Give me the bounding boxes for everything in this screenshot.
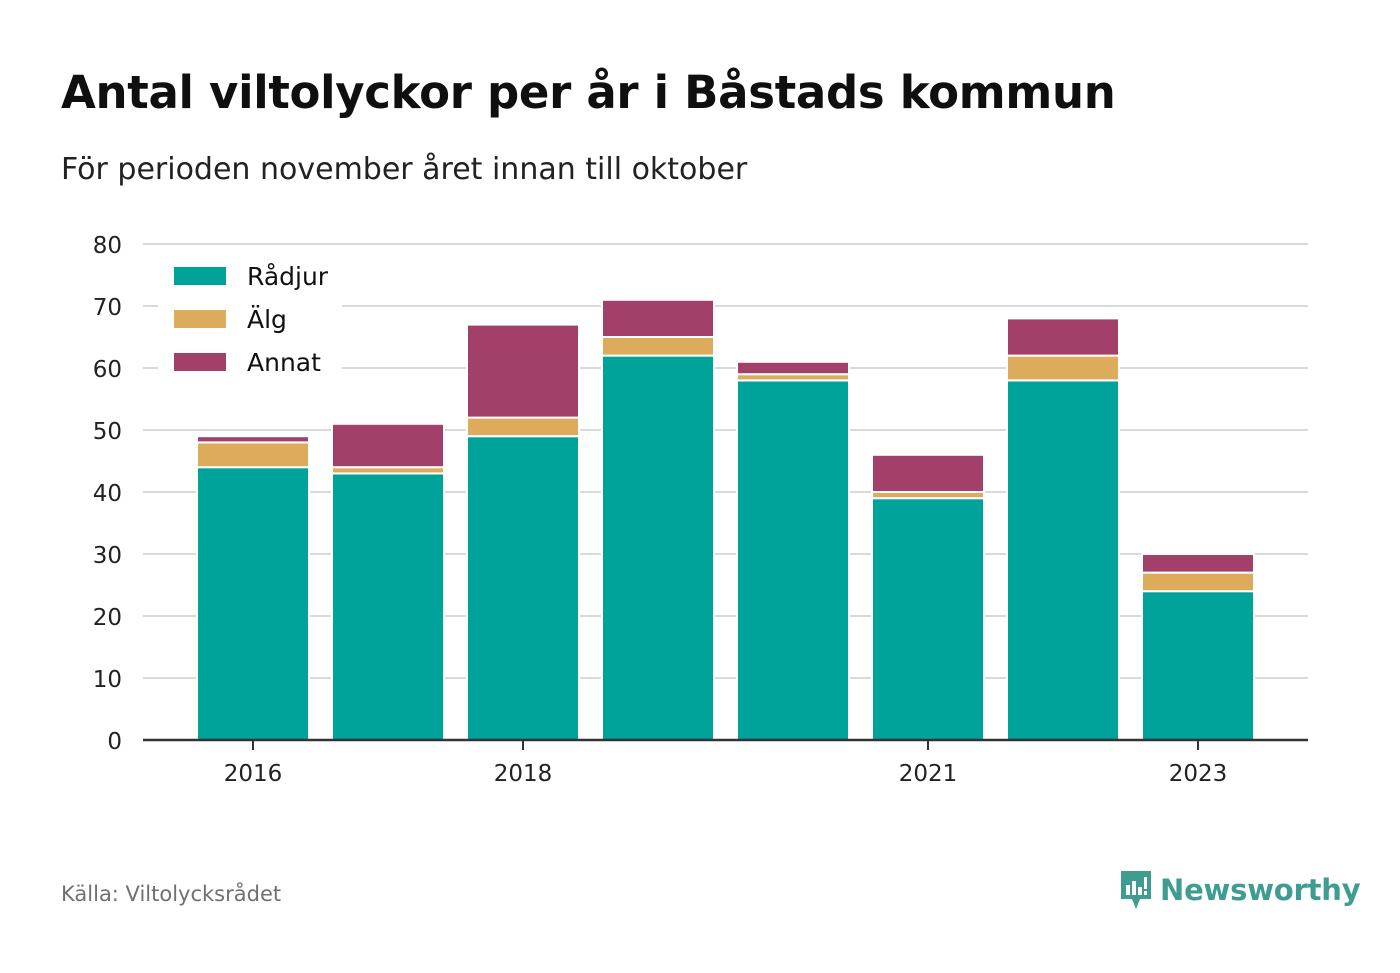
bar-segment-annat	[1006, 317, 1120, 357]
bar-segment-annat	[601, 298, 715, 338]
bar-segment-älg	[1006, 354, 1120, 382]
x-tick-label: 2018	[494, 761, 553, 787]
x-tick-label: 2023	[1169, 761, 1228, 787]
y-tick-label: 70	[93, 295, 122, 321]
legend-swatch-rådjur	[174, 267, 226, 285]
y-tick-label: 50	[93, 419, 122, 445]
source-note: Källa: Viltolycksrådet	[61, 882, 282, 906]
bar-segment-rådjur	[871, 497, 985, 742]
bar-segment-annat	[466, 323, 580, 419]
chart-title: Antal viltolyckor per år i Båstads kommu…	[61, 66, 1116, 119]
x-tick-label: 2021	[899, 761, 958, 787]
y-tick-label: 10	[93, 667, 122, 693]
bar-segment-annat	[1141, 553, 1255, 574]
brand-logo: Newsworthy	[1118, 868, 1361, 912]
legend-swatch-älg	[174, 310, 226, 328]
y-tick-label: 60	[93, 357, 122, 383]
y-tick-label: 30	[93, 543, 122, 569]
bar-segment-älg	[1141, 571, 1255, 593]
bar-segment-rådjur	[466, 435, 580, 741]
bar-segment-rådjur	[1141, 590, 1255, 742]
brand-name: Newsworthy	[1160, 873, 1361, 907]
bar-segment-rådjur	[736, 379, 850, 741]
y-tick-label: 40	[93, 481, 122, 507]
bar-segment-älg	[601, 336, 715, 357]
y-tick-label: 20	[93, 605, 122, 631]
legend-swatch-annat	[174, 353, 226, 371]
newsworthy-logo-icon	[1121, 871, 1151, 909]
y-tick-label: 0	[107, 729, 122, 755]
bar-segment-annat	[331, 422, 445, 469]
bar-segment-älg	[466, 416, 580, 438]
chart-subtitle: För perioden november året innan till ok…	[61, 152, 748, 187]
bar-segment-älg	[196, 441, 310, 469]
legend-label-älg: Älg	[247, 305, 287, 334]
bar-segment-annat	[871, 453, 985, 493]
x-tick-label: 2016	[224, 761, 283, 787]
bar-segment-rådjur	[331, 472, 445, 741]
legend-label-annat: Annat	[247, 348, 321, 377]
legend-label-rådjur: Rådjur	[247, 262, 329, 291]
bar-segment-rådjur	[1006, 379, 1120, 741]
y-tick-label: 80	[93, 233, 122, 259]
bar-segment-annat	[736, 360, 850, 376]
bar-segment-rådjur	[601, 354, 715, 741]
bar-segment-rådjur	[196, 466, 310, 741]
bar-segment-annat	[196, 435, 310, 444]
